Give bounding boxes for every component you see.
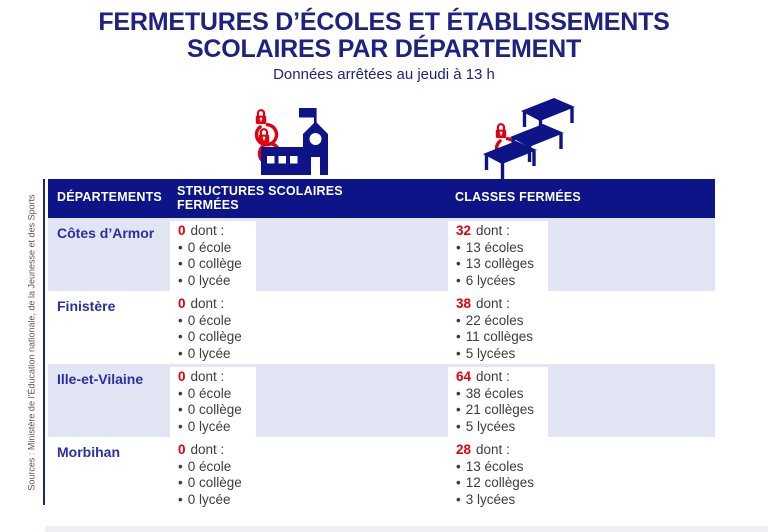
bullet-item: • 0 école [178,458,232,474]
bullet-item: • 38 écoles [456,385,524,401]
subtitle: Données arrêtées au jeudi à 13 h [273,66,495,83]
department-name: Ille-et-Vilaine [57,371,144,387]
structures-cell: 0 dont : • 0 école • 0 collège • 0 lycée [178,296,242,361]
structures-cell: 0 dont : • 0 école • 0 collège • 0 lycée [178,442,242,507]
school-building-shape [261,108,328,175]
bullet-item: • 3 lycées [456,491,516,507]
header-cell-departements: DÉPARTEMENTS [57,190,162,204]
bullet-item: • 12 collèges [456,475,535,490]
table-header: DÉPARTEMENTS STRUCTURES SCOLAIRES FERMÉE… [48,179,715,218]
bullet-item: • 0 collège [178,475,242,490]
structures-cell: 0 dont : • 0 école • 0 collège • 0 lycée [170,221,256,293]
table-row: Côtes d’Armor 0 dont : • 0 école • 0 collèg… [48,218,715,293]
classes-cell: 38 dont : • 22 écoles • 11 collèges • 5 lycé… [456,296,534,361]
header-cell-classes: CLASSES FERMÉES [455,190,581,204]
department-name: Morbihan [57,444,120,460]
bullet-item: • 0 école [178,385,232,401]
table-row: Finistère 0 dont : • 0 école • 0 collège • 0… [48,291,715,364]
bottom-strip [45,526,768,532]
classes-total: 38 [456,296,472,311]
bullet-item: • 13 écoles [456,458,524,474]
title-block: FERMETURES D’ÉCOLES ET ÉTABLISSEMENTS SC… [0,8,768,84]
department-name: Finistère [57,298,116,314]
bullet-item: • 0 lycée [178,491,231,507]
structures-total: 0 [178,369,186,384]
bullet-item: • 5 lycées [456,345,516,361]
classes-cell: 32 dont : • 13 écoles • 13 collèges • 6 lycé… [448,221,549,293]
bullet-item: • 13 écoles [456,239,524,255]
closures-table: DÉPARTEMENTS STRUCTURES SCOLAIRES FERMÉE… [48,179,715,510]
structures-total: 0 [178,296,186,311]
structures-total: 0 [178,442,186,457]
bullet-item: • 22 écoles [456,312,524,328]
bullet-item: • 0 école [178,312,232,328]
bullet-item: • 0 collège [178,256,242,271]
table-row: Morbihan 0 dont : • 0 école • 0 collège • 0 … [48,437,715,510]
bullet-item: • 0 lycée [178,418,231,434]
bullet-item: • 11 collèges [456,329,534,344]
structures-total: 0 [178,223,186,238]
bullet-item: • 5 lycées [456,418,516,434]
source-divider-line [43,179,45,505]
bullet-item: • 0 collège [178,402,242,417]
bullet-item: • 13 collèges [456,256,535,271]
bullet-item: • 6 lycées [456,272,516,288]
classes-total: 28 [456,442,472,457]
classes-cell: 64 dont : • 38 écoles • 21 collèges • 5 lycé… [448,367,549,439]
header-cell-structures: STRUCTURES SCOLAIRES FERMÉES [177,184,343,212]
classes-total: 64 [456,369,472,384]
classes-total: 32 [456,223,472,238]
bullet-item: • 21 collèges [456,402,535,417]
table-row: Ille-et-Vilaine 0 dont : • 0 école • 0 coll… [48,364,715,439]
department-name: Côtes d’Armor [57,225,155,241]
school-icon [254,108,328,175]
bullet-item: • 0 lycée [178,345,231,361]
classes-cell: 28 dont : • 13 écoles • 12 collèges • 3 lycé… [456,442,535,507]
desks-icon [481,96,577,181]
bullet-item: • 0 collège [178,329,242,344]
bullet-item: • 0 école [178,239,232,255]
page-title-line1: FERMETURES D’ÉCOLES ET ÉTABLISSEMENTS [98,8,670,36]
source-note: Sources : Ministère de l’Éducation natio… [26,194,37,491]
page-title-line2: SCOLAIRES PAR DÉPARTEMENT [186,35,582,63]
structures-cell: 0 dont : • 0 école • 0 collège • 0 lycée [170,367,256,439]
bullet-item: • 0 lycée [178,272,231,288]
